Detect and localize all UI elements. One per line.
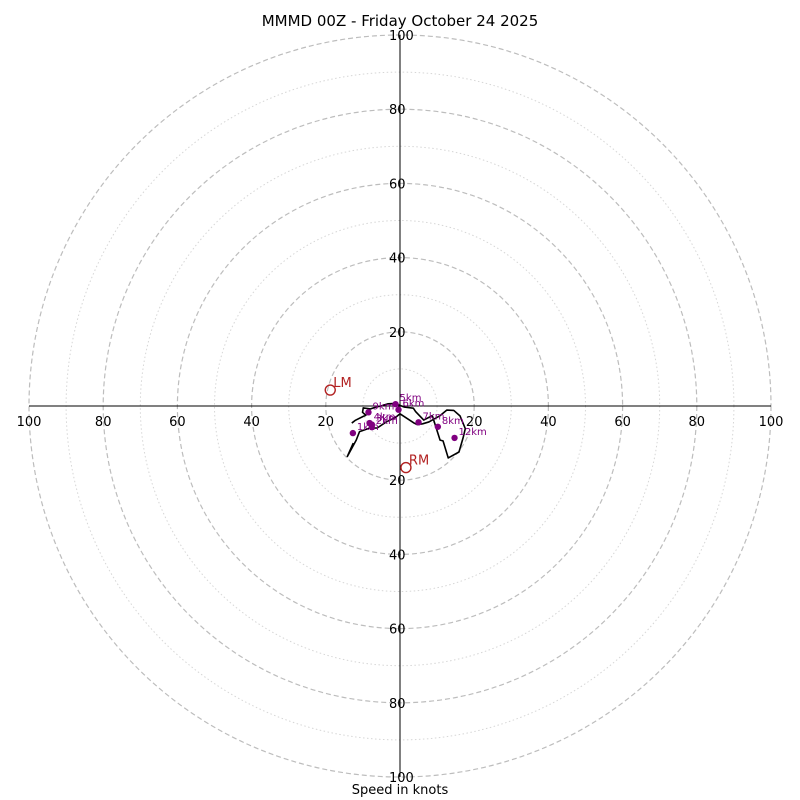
marker-1km bbox=[349, 429, 357, 437]
marker-label-6km: 6km bbox=[403, 399, 425, 410]
tick-label-y-top-60: 60 bbox=[389, 177, 406, 192]
tick-label-x-right-80: 80 bbox=[689, 415, 706, 430]
marker-7km bbox=[415, 419, 422, 426]
hodograph-line bbox=[346, 402, 467, 459]
marker-label-8km: 8km bbox=[442, 416, 464, 427]
hodograph-trace bbox=[346, 402, 467, 459]
marker-5km bbox=[392, 400, 399, 408]
x-axis-label: Speed in knots bbox=[351, 783, 449, 798]
tick-label-x-right-40: 40 bbox=[540, 415, 557, 430]
marker-6km bbox=[395, 406, 402, 413]
tick-label-x-left-80: 80 bbox=[95, 415, 112, 430]
tick-label-x-right-100: 100 bbox=[759, 415, 784, 430]
marker-label-5km: 5km bbox=[400, 393, 422, 404]
storm-motion-label-lm: LM bbox=[333, 376, 351, 391]
tick-label-y-top-40: 40 bbox=[389, 252, 406, 267]
tick-label-y-top-100: 100 bbox=[389, 29, 414, 44]
marker-8km bbox=[434, 423, 442, 430]
tick-label-x-left-60: 60 bbox=[169, 415, 186, 430]
storm-motion-lm bbox=[324, 384, 336, 396]
tick-label-y-bottom-80: 80 bbox=[389, 697, 406, 712]
tick-label-y-top-80: 80 bbox=[389, 103, 406, 118]
chart-title: MMMD 00Z - Friday October 24 2025 bbox=[261, 12, 539, 30]
marker-12km bbox=[451, 434, 458, 442]
tick-label-x-left-20: 20 bbox=[318, 415, 335, 430]
tick-label-y-bottom-100: 100 bbox=[389, 771, 414, 786]
tick-label-x-right-60: 60 bbox=[614, 415, 631, 430]
tick-label-y-bottom-20: 20 bbox=[389, 474, 406, 489]
marker-label-4km: 4km bbox=[374, 412, 396, 423]
marker-label-2km: 2km bbox=[376, 416, 398, 427]
tick-label-x-right-20: 20 bbox=[466, 415, 483, 430]
marker-label-12km: 12km bbox=[459, 427, 487, 438]
tick-label-x-left-40: 40 bbox=[243, 415, 260, 430]
marker-label-3km: 3km bbox=[376, 414, 398, 425]
storm-motion-markers: LM RM bbox=[324, 376, 429, 474]
marker-label-7km: 7km bbox=[423, 411, 445, 422]
marker-4km bbox=[366, 419, 373, 427]
tick-label-y-bottom-40: 40 bbox=[389, 548, 406, 563]
tick-labels: 100 100 100 100 80 80 80 80 60 60 60 60 40 40 40 40 20 20… bbox=[17, 29, 784, 786]
storm-motion-rm bbox=[400, 461, 412, 474]
marker-9km bbox=[365, 409, 372, 416]
storm-motion-label-rm: RM bbox=[409, 454, 429, 469]
marker-label-1km: 1km bbox=[357, 422, 379, 433]
marker-label-9km: 9km bbox=[372, 401, 394, 412]
tick-label-y-bottom-60: 60 bbox=[389, 623, 406, 638]
tick-label-x-left-100: 100 bbox=[17, 415, 42, 430]
tick-label-y-top-20: 20 bbox=[389, 326, 406, 341]
